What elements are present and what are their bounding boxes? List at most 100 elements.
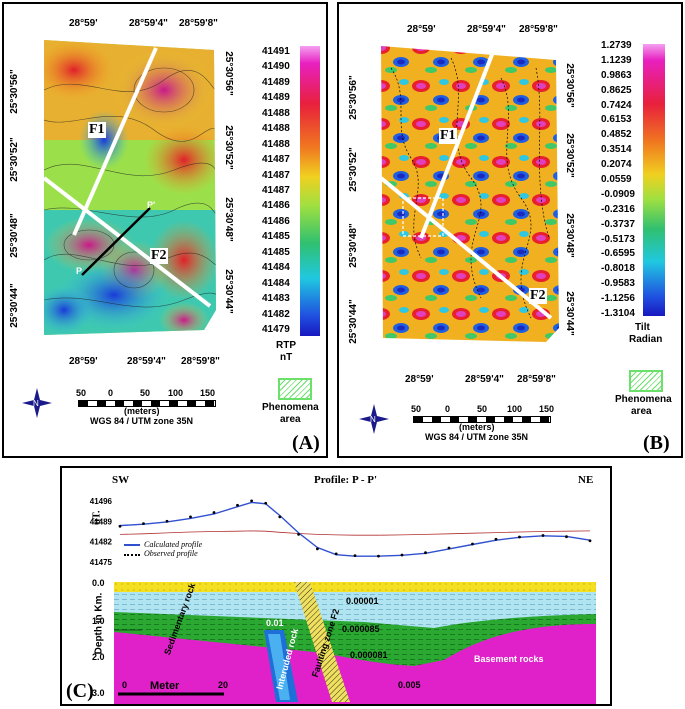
rtp-colorbar-value-0: 41491 — [262, 46, 290, 57]
tilt-bottom-tick-3: 28°59'8" — [517, 374, 556, 385]
observed-point — [377, 554, 380, 558]
observed-point — [212, 511, 216, 514]
tilt-colorbar-title: Tilt — [635, 322, 650, 333]
tilt-phenomena-legend-swatch — [629, 370, 663, 392]
left-tick-1: 25°30'56" — [8, 69, 20, 114]
tilt-fault-f2-label: F2 — [529, 288, 547, 304]
top-tick-1: 28°59' — [69, 18, 98, 29]
tilt-fault-f2-line — [379, 176, 553, 320]
rtp-colorbar-value-8: 41487 — [262, 169, 290, 181]
tilt-top-tick-2: 28°59'4" — [467, 24, 506, 35]
rtp-colorbar-unit: nT — [280, 352, 293, 363]
legend-calc-label: Calculated profile — [144, 540, 203, 549]
rtp-colorbar-value-4: 41488 — [262, 107, 290, 119]
scale-tick-5: 150 — [200, 388, 216, 398]
right-tick-4: 25°30'44" — [222, 269, 234, 314]
tilt-colorbar-value-17: -1.1256 — [601, 293, 635, 305]
phenomena-area-box — [402, 197, 444, 237]
susceptibility-value-d: 0.01 — [266, 618, 284, 628]
tilt-scale-units: (meters) — [459, 422, 495, 432]
rtp-colorbar-title: RTP — [276, 340, 296, 351]
bottom-tick-3: 28°59'8" — [181, 356, 220, 367]
observed-point — [118, 524, 122, 528]
tilt-top-tick-1: 28°59' — [407, 24, 436, 35]
svg-text:N: N — [33, 399, 39, 408]
rtp-colorbar-value-9: 41487 — [262, 185, 290, 196]
tilt-colorbar-value-5: 0.6153 — [601, 114, 632, 126]
bottom-tick-1: 28°59' — [69, 356, 98, 367]
depth-tick-0: 0.0 — [92, 578, 105, 588]
susceptibility-value-c: 0.000081 — [350, 650, 388, 660]
top-tick-3: 28°59'8" — [179, 18, 218, 29]
tilt-colorbar-value-18: -1.3104 — [601, 308, 635, 319]
cross-section — [114, 582, 596, 704]
rtp-colorbar-value-1: 41490 — [262, 61, 290, 73]
tilt-colorbar-value-13: -0.5173 — [601, 233, 635, 245]
meter-tick-0: 0 — [122, 680, 128, 690]
tilt-left-tick-2: 25°30'52" — [347, 147, 359, 192]
profile-p-label: P — [76, 266, 83, 276]
tilt-left-tick-3: 25°30'48" — [347, 223, 359, 268]
nt-tick-1: 41489 — [90, 517, 113, 526]
depth-tick-1: 1.0 — [92, 616, 105, 626]
profile-line — [81, 207, 151, 276]
observed-point — [250, 499, 254, 503]
fault-f2-label: F2 — [150, 248, 168, 264]
nt-tick-0: 41496 — [90, 497, 113, 506]
tilt-colorbar-value-3: 0.8625 — [601, 84, 632, 96]
tilt-colorbar-value-9: 0.0559 — [601, 174, 632, 185]
tilt-right-tick-1: 25°30'56" — [563, 63, 575, 108]
tilt-fault-f1-line — [419, 51, 495, 239]
observed-point — [353, 554, 357, 557]
tilt-colorbar-value-12: -0.3737 — [601, 218, 635, 230]
scale-bar — [78, 400, 216, 407]
tilt-bottom-tick-1: 28°59' — [405, 374, 434, 385]
profile-legend: Calculated profile Observed profile — [124, 540, 202, 558]
susceptibility-value-a: 0.00001 — [346, 596, 379, 606]
tilt-colorbar-value-16: -0.9583 — [601, 278, 635, 290]
tilt-colorbar-value-15: -0.8018 — [601, 263, 635, 275]
observed-point — [142, 522, 145, 525]
legend-obs-dots — [124, 552, 140, 556]
profile-chart: 41496 41489 41482 41475 — [90, 497, 592, 567]
tilt-scale-tick-2: 0 — [445, 404, 451, 414]
tilt-scale-tick-3: 50 — [477, 404, 488, 414]
meter-label: Meter — [150, 680, 180, 692]
rtp-colorbar-value-11: 41486 — [262, 215, 290, 227]
right-tick-3: 25°30'48" — [222, 197, 234, 242]
observed-point — [297, 532, 300, 536]
rtp-colorbar — [300, 46, 320, 336]
panel-a-tag: (A) — [292, 432, 320, 454]
scale-units: (meters) — [124, 406, 160, 416]
rtp-colorbar-value-3: 41489 — [262, 92, 290, 104]
rtp-colorbar-value-18: 41479 — [262, 324, 290, 335]
tilt-scale-tick-1: 50 — [411, 404, 422, 414]
tilt-projection-label: WGS 84 / UTM zone 35N — [425, 432, 529, 442]
projection-label: WGS 84 / UTM zone 35N — [90, 416, 194, 426]
rtp-colorbar-value-14: 41484 — [262, 262, 290, 274]
depth-tick-2: 2.0 — [92, 652, 105, 662]
observed-point — [278, 515, 282, 519]
tilt-colorbar-unit: Radian — [629, 334, 663, 345]
observed-point — [400, 553, 404, 557]
observed-point — [447, 546, 451, 550]
tilt-fault-f1-label: F1 — [439, 128, 457, 144]
profile-p-prime-label: P' — [147, 200, 156, 210]
nt-tick-2: 41482 — [90, 538, 113, 547]
observed-point — [494, 537, 498, 541]
tilt-top-tick-3: 28°59'8" — [519, 24, 558, 35]
top-tick-2: 28°59'4" — [129, 18, 168, 29]
svg-text:N: N — [370, 415, 376, 424]
observed-point — [264, 501, 268, 505]
tilt-colorbar-value-11: -0.2316 — [601, 203, 635, 215]
panel-c-tag: (C) — [66, 680, 94, 702]
rtp-colorbar-value-17: 41482 — [262, 308, 290, 320]
tilt-right-tick-3: 25°30'48" — [563, 213, 575, 258]
fault-f2-line — [42, 176, 212, 308]
phenomena-legend-label-2: area — [280, 414, 301, 425]
legend-calc-line — [124, 543, 140, 546]
scale-tick-3: 50 — [140, 388, 151, 398]
model-line — [119, 530, 591, 536]
fault-f1-line — [72, 47, 158, 236]
tilt-colorbar-value-10: -0.0909 — [601, 188, 635, 200]
